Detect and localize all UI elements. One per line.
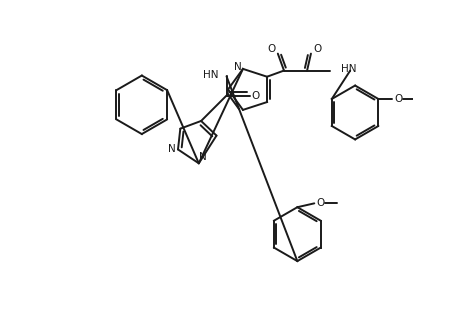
Text: O: O	[316, 198, 324, 208]
Text: N: N	[198, 152, 206, 162]
Text: N: N	[168, 145, 175, 154]
Text: N: N	[233, 62, 241, 72]
Text: HN: HN	[203, 70, 218, 80]
Text: O: O	[251, 90, 259, 100]
Text: HN: HN	[340, 64, 356, 74]
Text: O: O	[393, 94, 402, 104]
Text: O: O	[312, 44, 320, 54]
Text: O: O	[267, 44, 275, 54]
